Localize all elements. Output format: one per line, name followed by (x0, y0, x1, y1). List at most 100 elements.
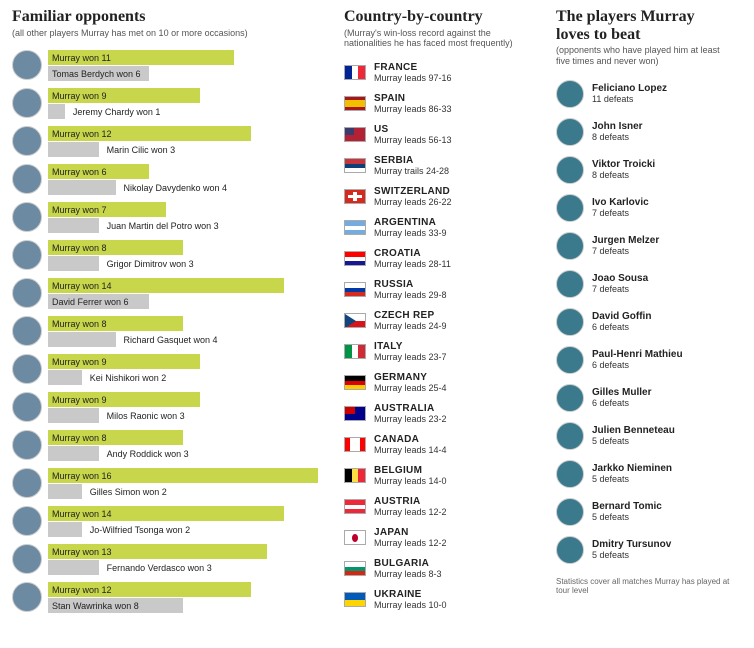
murray-bar: Murray won 9 (48, 354, 107, 369)
beat-title: The players Murray loves to beat (556, 8, 731, 43)
beat-row: Ivo Karlovic7 defeats (556, 189, 731, 227)
murray-bar: Murray won 7 (48, 202, 107, 217)
murray-bar-label: Murray won 8 (48, 433, 107, 443)
opponent-bar-label: Richard Gasquet won 4 (120, 335, 218, 345)
country-record: Murray leads 14-0 (374, 476, 447, 486)
player-name: David Goffin (592, 311, 651, 322)
murray-bar: Murray won 11 (48, 50, 111, 65)
country-record: Murray leads 24-9 (374, 321, 447, 331)
country-record: Murray leads 33-9 (374, 228, 447, 238)
player-name: Paul-Henri Mathieu (592, 349, 683, 360)
opponent-bar-label: Milos Raonic won 3 (103, 411, 185, 421)
flag-icon (344, 468, 366, 483)
opponent-row: Murray won 11Tomas Berdych won 6 (12, 46, 322, 84)
beat-row: Viktor Troicki8 defeats (556, 151, 731, 189)
defeat-count: 7 defeats (592, 208, 649, 218)
opponent-row: Murray won 6Nikolay Davydenko won 4 (12, 160, 322, 198)
opponent-bar-label: Nikolay Davydenko won 4 (120, 183, 228, 193)
country-row: SWITZERLANDMurray leads 26-22 (344, 181, 534, 212)
country-name: CROATIA (374, 248, 451, 259)
defeat-count: 6 defeats (592, 360, 683, 370)
country-name: FRANCE (374, 62, 452, 73)
country-name: RUSSIA (374, 279, 447, 290)
opponent-row: Murray won 13 Fernando Verdasco won 3 (12, 540, 322, 578)
player-name: Feliciano Lopez (592, 83, 667, 94)
opponent-row: Murray won 7Juan Martin del Potro won 3 (12, 198, 322, 236)
country-name: AUSTRALIA (374, 403, 447, 414)
country-record: Murray leads 29-8 (374, 290, 447, 300)
murray-bar: Murray won 9 (48, 392, 107, 407)
beat-row: Bernard Tomic5 defeats (556, 493, 731, 531)
country-name: SPAIN (374, 93, 452, 104)
opponent-row: Murray won 8 Grigor Dimitrov won 3 (12, 236, 322, 274)
country-name: ARGENTINA (374, 217, 447, 228)
country-record: Murray leads 12-2 (374, 538, 447, 548)
country-record: Murray leads 10-0 (374, 600, 447, 610)
opponent-row: Murray won 8Andy Roddick won 3 (12, 426, 322, 464)
murray-bar: Murray won 13 (48, 544, 112, 559)
opponent-bar-label: Jo-Wilfried Tsonga won 2 (86, 525, 190, 535)
beat-row: Joao Sousa7 defeats (556, 265, 731, 303)
player-name: Gilles Muller (592, 387, 651, 398)
murray-bar: Murray won 8 (48, 316, 107, 331)
defeat-count: 8 defeats (592, 132, 643, 142)
country-row: SPAINMurray leads 86-33 (344, 88, 534, 119)
player-avatar (556, 498, 584, 526)
murray-bar-label: Murray won 16 (48, 471, 112, 481)
murray-bar: Murray won 16 (48, 468, 112, 483)
opponent-row: Murray won 9Kei Nishikori won 2 (12, 350, 322, 388)
beat-row: Jarkko Nieminen5 defeats (556, 455, 731, 493)
player-avatar (556, 422, 584, 450)
country-row: AUSTRIAMurray leads 12-2 (344, 491, 534, 522)
country-row: CANADAMurray leads 14-4 (344, 429, 534, 460)
country-row: CZECH REPMurray leads 24-9 (344, 305, 534, 336)
player-avatar (12, 202, 42, 232)
country-row: BELGIUMMurray leads 14-0 (344, 460, 534, 491)
player-avatar (12, 468, 42, 498)
opponent-row: Murray won 14David Ferrer won 6 (12, 274, 322, 312)
opponent-bar: Stan Wawrinka won 8 (48, 598, 139, 613)
flag-icon (344, 406, 366, 421)
flag-icon (344, 158, 366, 173)
opponent-row: Murray won 14 Jo-Wilfried Tsonga won 2 (12, 502, 322, 540)
country-record: Murray leads 23-2 (374, 414, 447, 424)
flag-icon (344, 282, 366, 297)
flag-icon (344, 592, 366, 607)
player-avatar (12, 278, 42, 308)
country-row: UKRAINEMurray leads 10-0 (344, 584, 534, 615)
opponent-bar-label: Fernando Verdasco won 3 (103, 563, 212, 573)
opponent-bar-label: Grigor Dimitrov won 3 (103, 259, 194, 269)
flag-icon (344, 344, 366, 359)
country-row: RUSSIAMurray leads 29-8 (344, 274, 534, 305)
player-avatar (556, 536, 584, 564)
player-avatar (12, 430, 42, 460)
flag-icon (344, 251, 366, 266)
murray-bar: Murray won 12 (48, 126, 112, 141)
player-avatar (556, 270, 584, 298)
beat-row: Julien Benneteau5 defeats (556, 417, 731, 455)
murray-bar: Murray won 14 (48, 506, 112, 521)
murray-bar: Murray won 12 (48, 582, 112, 597)
defeat-count: 7 defeats (592, 284, 648, 294)
player-name: Bernard Tomic (592, 501, 662, 512)
opponent-bar-label: Stan Wawrinka won 8 (48, 601, 139, 611)
player-avatar (556, 80, 584, 108)
country-row: BULGARIAMurray leads 8-3 (344, 553, 534, 584)
flag-icon (344, 65, 366, 80)
murray-bar-label: Murray won 8 (48, 243, 107, 253)
player-avatar (556, 460, 584, 488)
opponent-row: Murray won 9 Milos Raonic won 3 (12, 388, 322, 426)
beat-row: David Goffin6 defeats (556, 303, 731, 341)
player-avatar (556, 346, 584, 374)
beat-row: Paul-Henri Mathieu6 defeats (556, 341, 731, 379)
country-row: USMurray leads 56-13 (344, 119, 534, 150)
defeat-count: 11 defeats (592, 94, 667, 104)
defeat-count: 5 defeats (592, 436, 675, 446)
beat-subtitle: (opponents who have played him at least … (556, 45, 731, 67)
opponent-bar-label: David Ferrer won 6 (48, 297, 129, 307)
opponent-row: Murray won 16Gilles Simon won 2 (12, 464, 322, 502)
country-record: Murray leads 56-13 (374, 135, 452, 145)
country-name: GERMANY (374, 372, 447, 383)
defeat-count: 5 defeats (592, 550, 671, 560)
country-row: CROATIAMurray leads 28-11 (344, 243, 534, 274)
